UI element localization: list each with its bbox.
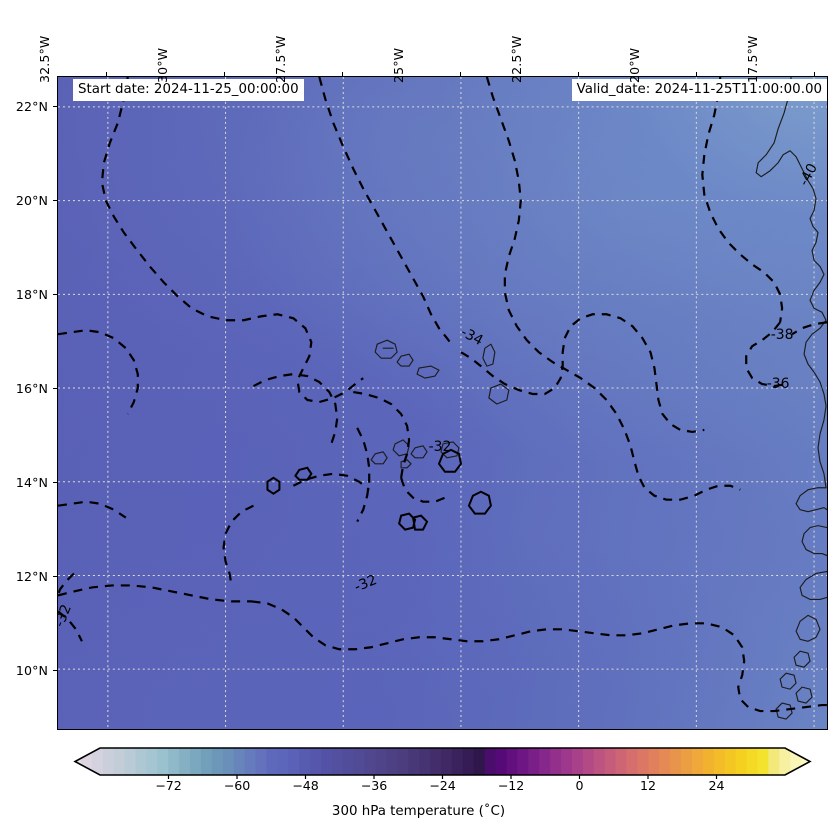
contour-label-32b: -32 [352, 572, 379, 595]
colorbar-tick-8: 24 [708, 778, 725, 793]
temperature-contours [58, 77, 827, 713]
temperature-field [58, 77, 827, 729]
colorbar-tick-6: 0 [575, 778, 584, 793]
contour-label-36: -36 [767, 376, 790, 392]
xtick-6: 17.5°W [745, 35, 760, 83]
colorbar-tick-7: 12 [639, 778, 657, 793]
colorbar-segments [75, 748, 810, 775]
map-axes[interactable]: -40 -38 -36 -34 -32 -32 -32 Start date: … [57, 76, 828, 730]
colorbar-tick-5: −12 [497, 778, 525, 793]
start-date-annotation: Start date: 2024-11-25_00:00:00 [73, 79, 304, 101]
xtick-4: 22.5°W [509, 35, 524, 83]
contour-label-32a: -32 [429, 439, 452, 455]
valid-date-annotation: Valid_date: 2024-11-25T11:00:00.00 [571, 79, 827, 101]
map-overlay: -40 -38 -36 -34 -32 -32 -32 [58, 77, 827, 729]
contour-label-34: -34 [458, 324, 486, 349]
contour-labels: -40 -38 -36 -34 -32 -32 -32 [58, 161, 821, 629]
ytick-4: 14°N [15, 475, 48, 490]
ytick-1: 20°N [15, 193, 48, 208]
ytick-5: 12°N [15, 569, 48, 584]
gridlines [58, 77, 827, 729]
colorbar-tick-0: −72 [155, 778, 182, 793]
xtick-5: 20°W [627, 47, 642, 83]
xtick-2: 27.5°W [273, 35, 288, 83]
colorbar-tick-1: −60 [223, 778, 251, 793]
xtick-1: 30°W [155, 47, 170, 83]
colorbar-svg [73, 747, 812, 779]
coastlines [370, 77, 827, 720]
closed-contours [266, 448, 492, 531]
colorbar-tick-4: −24 [429, 778, 456, 793]
colorbar[interactable]: −72 −60 −48 −36 −24 −12 0 12 24 300 hPa temperat… [0, 740, 837, 837]
colorbar-label: 300 hPa temperature (˚C) [331, 804, 506, 819]
ytick-0: 22°N [15, 99, 48, 114]
ytick-6: 10°N [15, 663, 48, 678]
colorbar-tick-2: −48 [292, 778, 319, 793]
colorbar-tickmarks [167, 775, 718, 779]
ytick-3: 16°N [15, 381, 48, 396]
colorbar-outline [73, 747, 812, 776]
xtick-0: 32.5°W [37, 35, 52, 83]
colorbar-tick-3: −36 [360, 778, 388, 793]
xtick-3: 25°W [391, 47, 406, 83]
contour-label-38: -38 [771, 327, 794, 343]
ytick-2: 18°N [15, 287, 48, 302]
